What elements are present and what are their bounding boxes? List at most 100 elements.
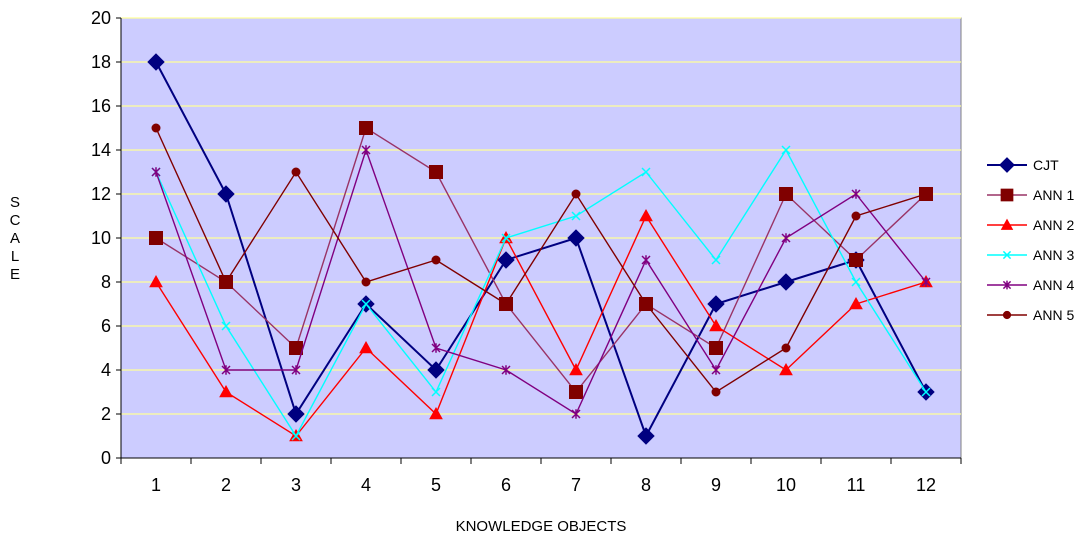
data-point	[431, 387, 441, 397]
data-point	[427, 361, 445, 379]
data-point	[151, 123, 161, 133]
y-tick-label: 6	[101, 316, 111, 336]
series-line	[155, 214, 927, 437]
legend-marker	[999, 157, 1015, 173]
x-tick-label: 3	[291, 475, 301, 495]
series-ann-2	[149, 208, 933, 442]
y-tick-label: 12	[91, 184, 111, 204]
x-tick-label: 11	[847, 475, 866, 495]
legend-marker	[1000, 188, 1014, 202]
legend-label: ANN 2	[1033, 217, 1074, 233]
data-point	[571, 409, 581, 419]
data-point	[707, 295, 725, 313]
data-point	[639, 208, 653, 222]
data-point	[569, 362, 583, 376]
y-axis-title-letter: E	[10, 266, 20, 283]
y-tick-label: 0	[101, 448, 111, 468]
data-point	[921, 189, 931, 199]
y-axis-title-letter: S	[10, 194, 20, 211]
data-point	[567, 229, 585, 247]
data-point	[849, 296, 863, 310]
x-tick-label: 4	[361, 475, 371, 495]
series-line	[155, 147, 927, 416]
data-point	[217, 185, 235, 203]
data-point	[637, 427, 655, 445]
series-ann-4	[151, 145, 931, 419]
x-tick-label: 5	[431, 475, 441, 495]
data-point	[501, 299, 511, 309]
x-tick-label: 7	[571, 475, 581, 495]
y-tick-labels: 0 2 4 6 8 10 12 14 16 18 20	[91, 8, 111, 468]
data-point	[497, 251, 515, 269]
y-axis-title-letter: L	[11, 248, 19, 265]
legend-marker	[1002, 310, 1012, 320]
data-point	[921, 277, 931, 287]
data-point	[501, 233, 511, 243]
data-point	[429, 406, 443, 420]
data-point	[359, 340, 373, 354]
data-point	[221, 277, 231, 287]
legend-label: CJT	[1033, 157, 1059, 173]
series-group	[147, 53, 935, 445]
y-tick-label: 8	[101, 272, 111, 292]
legend-marker	[1002, 250, 1012, 260]
legend-item: ANN 4	[987, 277, 1074, 293]
data-point	[221, 321, 231, 331]
legend-item: ANN 5	[987, 307, 1074, 323]
data-point	[431, 343, 441, 353]
series-line	[155, 127, 927, 393]
data-point	[851, 277, 861, 287]
data-point	[359, 121, 373, 135]
data-point	[777, 273, 795, 291]
data-point	[711, 365, 721, 375]
x-tick-label: 12	[916, 475, 936, 495]
y-tick-label: 4	[101, 360, 111, 380]
data-point	[711, 387, 721, 397]
y-axis-title-letter: A	[10, 230, 20, 247]
x-tick-label: 9	[711, 475, 721, 495]
legend-marker	[1000, 218, 1014, 230]
series-ann-3	[151, 145, 931, 441]
data-point	[641, 299, 651, 309]
data-point	[361, 299, 371, 309]
y-tick-label: 16	[91, 96, 111, 116]
series-line	[155, 148, 927, 438]
y-tick-label: 20	[91, 8, 111, 28]
data-point	[779, 362, 793, 376]
y-tick-label: 14	[91, 140, 111, 160]
data-point	[149, 274, 163, 288]
data-point	[149, 231, 163, 245]
data-point	[641, 167, 651, 177]
data-point	[147, 53, 165, 71]
legend-item: ANN 2	[987, 217, 1074, 233]
data-point	[571, 189, 581, 199]
legend-label: ANN 1	[1033, 187, 1074, 203]
data-point	[851, 211, 861, 221]
data-point	[291, 167, 301, 177]
y-tick-label: 2	[101, 404, 111, 424]
data-point	[221, 365, 231, 375]
data-point	[361, 145, 371, 155]
x-tick-label: 10	[776, 475, 796, 495]
data-point	[289, 341, 303, 355]
data-point	[291, 365, 301, 375]
data-point	[851, 189, 861, 199]
y-tick-label: 10	[91, 228, 111, 248]
data-point	[779, 187, 793, 201]
y-tick-label: 18	[91, 52, 111, 72]
legend-label: ANN 5	[1033, 307, 1074, 323]
data-point	[781, 145, 791, 155]
data-point	[781, 343, 791, 353]
series-line	[155, 126, 927, 394]
data-point	[709, 318, 723, 332]
data-point	[291, 431, 301, 441]
x-tick-label: 1	[151, 475, 161, 495]
data-point	[781, 233, 791, 243]
legend: CJT ANN 1 ANN 2 ANN 3 ANN 4 ANN 5	[987, 157, 1074, 323]
series-ann-1	[149, 121, 933, 399]
axes	[116, 17, 962, 464]
legend-item: CJT	[987, 157, 1059, 173]
legend-item: ANN 1	[987, 187, 1074, 203]
x-tick-labels: 1 2 3 4 5 6 7 8 9 10 11 12	[151, 475, 936, 495]
